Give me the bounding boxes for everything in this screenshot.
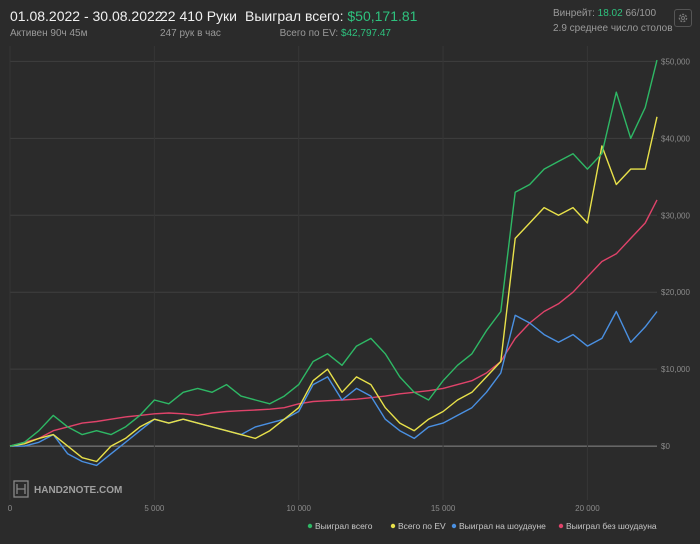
series-lines bbox=[9, 59, 658, 467]
period-range: 01.08.2022 - 30.08.2022 bbox=[10, 8, 163, 24]
legend-marker bbox=[390, 523, 396, 529]
gridlines bbox=[9, 46, 657, 500]
settings-button[interactable] bbox=[674, 9, 692, 27]
legend-item-ev[interactable]: Всего по EV bbox=[390, 521, 446, 531]
y-tick-label: $20,000 bbox=[661, 288, 690, 297]
legend-item-showdown[interactable]: Выиграл на шоудауне bbox=[451, 521, 546, 531]
x-tick-label: 15 000 bbox=[431, 504, 456, 513]
ev-label: Всего по EV: bbox=[279, 28, 339, 39]
active-time: Активен 90ч 45м bbox=[10, 28, 88, 39]
legend-marker bbox=[307, 523, 313, 529]
watermark: HAND2NOTE.COM bbox=[13, 480, 122, 498]
y-tick-label: $30,000 bbox=[661, 211, 690, 220]
legend-marker bbox=[451, 523, 457, 529]
hands-per-hour: 247 рук в час bbox=[160, 28, 221, 39]
x-axis: 0 5 000 10 000 15 000 20 000 bbox=[8, 504, 600, 513]
ev-value: $42,797.47 bbox=[340, 28, 391, 39]
winrate-label: Винрейт: bbox=[553, 8, 595, 19]
hands-count: 22 410 Руки bbox=[160, 8, 237, 24]
x-tick-label: 10 000 bbox=[286, 504, 311, 513]
y-tick-label: $50,000 bbox=[661, 57, 690, 66]
y-tick-label: $40,000 bbox=[661, 134, 690, 143]
legend-item-nonshowdown[interactable]: Выиграл без шоудауна bbox=[558, 521, 657, 531]
gear-icon bbox=[678, 13, 688, 23]
winrate-value: 18.02 bbox=[597, 8, 623, 19]
legend-item-won[interactable]: Выиграл всего bbox=[307, 521, 373, 531]
period-block: 01.08.2022 - 30.08.2022 Активен 90ч 45м bbox=[10, 8, 163, 39]
y-tick-label: $10,000 bbox=[661, 365, 690, 374]
x-tick-label: 5 000 bbox=[144, 504, 165, 513]
won-value: $50,171.81 bbox=[347, 8, 418, 24]
legend-label: Выиграл без шоудауна bbox=[566, 521, 657, 531]
legend-marker bbox=[558, 523, 564, 529]
hands-block: 22 410 Руки 247 рук в час bbox=[160, 8, 237, 39]
y-tick-label: $0 bbox=[661, 442, 670, 451]
winrate-unit: 66/100 bbox=[625, 8, 657, 19]
watermark-text: HAND2NOTE.COM bbox=[34, 485, 122, 496]
series-line-nonshowdown bbox=[9, 199, 658, 447]
series-line-ev bbox=[9, 116, 658, 463]
series-line-showdown bbox=[10, 310, 658, 467]
legend-label: Выиграл на шоудауне bbox=[459, 521, 546, 531]
legend-label: Всего по EV bbox=[398, 521, 446, 531]
won-label: Выиграл всего: bbox=[245, 8, 344, 24]
series-line-won bbox=[9, 59, 658, 447]
summary-header: 01.08.2022 - 30.08.2022 Активен 90ч 45м … bbox=[0, 0, 700, 44]
average-tables: 2.9 среднее число столов bbox=[553, 23, 673, 34]
winrate-block: Винрейт: 18.02 66/100 2.9 среднее число … bbox=[553, 8, 673, 34]
winnings-block: Выиграл всего: $50,171.81 Всего по EV: $… bbox=[245, 8, 417, 39]
y-axis: $0 $10,000 $20,000 $30,000 $40,000 $50,000 bbox=[661, 57, 690, 451]
x-tick-label: 0 bbox=[8, 504, 13, 513]
legend-label: Выиграл всего bbox=[315, 521, 373, 531]
legend: Выиграл всего Всего по EV Выиграл на шоуда… bbox=[307, 521, 657, 531]
x-tick-label: 20 000 bbox=[575, 504, 600, 513]
